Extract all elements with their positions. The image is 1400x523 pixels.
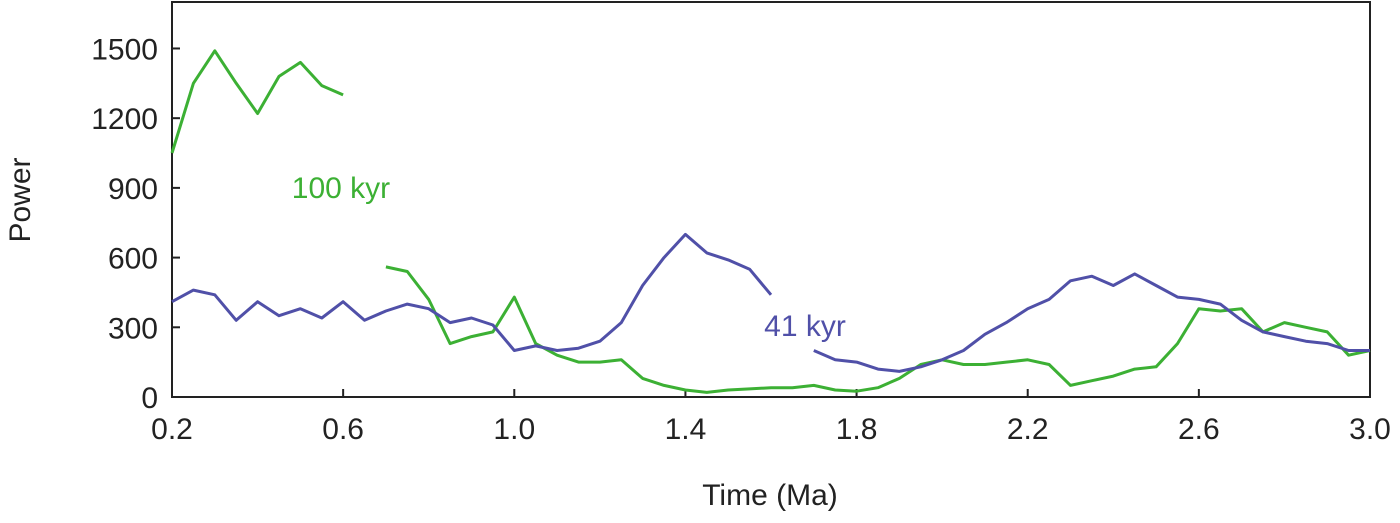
x-tick-label: 2.6 bbox=[1178, 413, 1220, 446]
y-tick-label: 600 bbox=[108, 243, 158, 276]
x-tick-label: 1.4 bbox=[665, 413, 707, 446]
y-tick-label: 300 bbox=[108, 312, 158, 345]
y-axis-label: Power bbox=[4, 157, 37, 242]
x-tick-label: 0.6 bbox=[322, 413, 364, 446]
x-tick-label: 0.2 bbox=[151, 413, 193, 446]
x-tick-label: 2.2 bbox=[1007, 413, 1049, 446]
series-label: 41 kyr bbox=[764, 310, 846, 343]
series-label: 100 kyr bbox=[292, 172, 390, 205]
y-tick-label: 1200 bbox=[91, 103, 158, 136]
series-line bbox=[171, 232, 1370, 373]
x-axis-label: Time (Ma) bbox=[702, 479, 838, 512]
x-tick-label: 1.8 bbox=[836, 413, 878, 446]
y-tick-label: 0 bbox=[141, 382, 158, 415]
y-tick-label: 1500 bbox=[91, 33, 158, 66]
plot-frame bbox=[171, 1, 1371, 398]
x-tick-label: 1.0 bbox=[493, 413, 535, 446]
x-tick-label: 3.0 bbox=[1349, 413, 1391, 446]
series-line bbox=[170, 49, 1371, 394]
y-tick-label: 900 bbox=[108, 173, 158, 206]
